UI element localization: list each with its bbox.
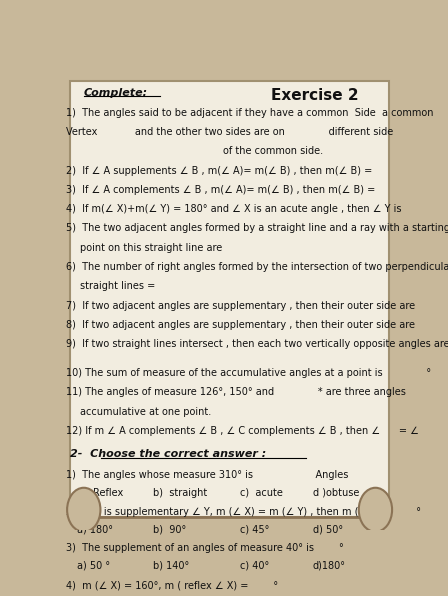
Text: 8)  If two adjacent angles are supplementary , then their outer side are: 8) If two adjacent angles are supplement… [66, 320, 415, 330]
Circle shape [67, 488, 100, 532]
Text: d)180°: d)180° [313, 561, 346, 571]
Text: d) 50°: d) 50° [313, 524, 343, 534]
Text: 9)  If two straight lines intersect , then each two vertically opposite angles a: 9) If two straight lines intersect , the… [66, 339, 448, 349]
Text: 5)  The two adjacent angles formed by a straight line and a ray with a starting: 5) The two adjacent angles formed by a s… [66, 224, 448, 234]
Text: Complete:: Complete: [84, 88, 148, 98]
Text: point on this straight line are: point on this straight line are [80, 243, 223, 253]
Text: b)  straight: b) straight [153, 488, 207, 498]
Text: a) 50 °: a) 50 ° [77, 561, 110, 571]
Text: 1)  The angles whose measure 310° is                    Angles: 1) The angles whose measure 310° is Angl… [66, 470, 349, 480]
Text: of the common side.: of the common side. [223, 147, 323, 156]
Text: Vertex            and the other two sides are on              different side: Vertex and the other two sides are on di… [66, 127, 394, 137]
Text: a)  Reflex: a) Reflex [77, 488, 123, 498]
Text: 6)  The number of right angles formed by the intersection of two perpendicular: 6) The number of right angles formed by … [66, 262, 448, 272]
Text: d )obtuse: d )obtuse [313, 488, 359, 498]
Text: straight lines =: straight lines = [80, 281, 155, 291]
Text: 3)  The supplement of an angles of measure 40° is        °: 3) The supplement of an angles of measur… [66, 544, 344, 554]
Text: 7)  If two adjacent angles are supplementary , then their outer side are: 7) If two adjacent angles are supplement… [66, 300, 416, 311]
Text: 1)  The angles said to be adjacent if they have a common  Side  a common: 1) The angles said to be adjacent if the… [66, 108, 434, 118]
Text: accumulative at one point.: accumulative at one point. [80, 406, 211, 417]
Text: 2)  ∠ X is supplementary ∠ Y, m (∠ X) = m (∠ Y) , then m (∠ Y) =        °: 2) ∠ X is supplementary ∠ Y, m (∠ X) = m… [66, 507, 422, 517]
Text: 12) If m ∠ A complements ∠ B , ∠ C complements ∠ B , then ∠      = ∠: 12) If m ∠ A complements ∠ B , ∠ C compl… [66, 426, 419, 436]
Text: a) 180°: a) 180° [77, 524, 113, 534]
Text: Exercise 2: Exercise 2 [271, 88, 359, 103]
Text: c)  acute: c) acute [240, 488, 283, 498]
Text: 3)  If ∠ A complements ∠ B , m(∠ A)= m(∠ B) , then m(∠ B) =: 3) If ∠ A complements ∠ B , m(∠ A)= m(∠ … [66, 185, 376, 195]
Circle shape [359, 488, 392, 532]
Text: 10) The sum of measure of the accumulative angles at a point is              °: 10) The sum of measure of the accumulati… [66, 368, 431, 378]
Text: 2-  Choose the correct answer :: 2- Choose the correct answer : [70, 449, 266, 459]
Text: 2)  If ∠ A supplements ∠ B , m(∠ A)= m(∠ B) , then m(∠ B) =: 2) If ∠ A supplements ∠ B , m(∠ A)= m(∠ … [66, 166, 373, 176]
Text: 4)  m (∠ X) = 160°, m ( reflex ∠ X) =        °: 4) m (∠ X) = 160°, m ( reflex ∠ X) = ° [66, 580, 279, 590]
Text: c) 40°: c) 40° [240, 561, 269, 571]
Text: 11) The angles of measure 126°, 150° and              * are three angles: 11) The angles of measure 126°, 150° and… [66, 387, 406, 398]
FancyBboxPatch shape [70, 80, 389, 517]
Text: c) 45°: c) 45° [240, 524, 269, 534]
Text: b) 140°: b) 140° [153, 561, 190, 571]
Text: 4)  If m(∠ X)+m(∠ Y) = 180° and ∠ X is an acute angle , then ∠ Y is: 4) If m(∠ X)+m(∠ Y) = 180° and ∠ X is an… [66, 204, 402, 214]
Text: b)  90°: b) 90° [153, 524, 186, 534]
